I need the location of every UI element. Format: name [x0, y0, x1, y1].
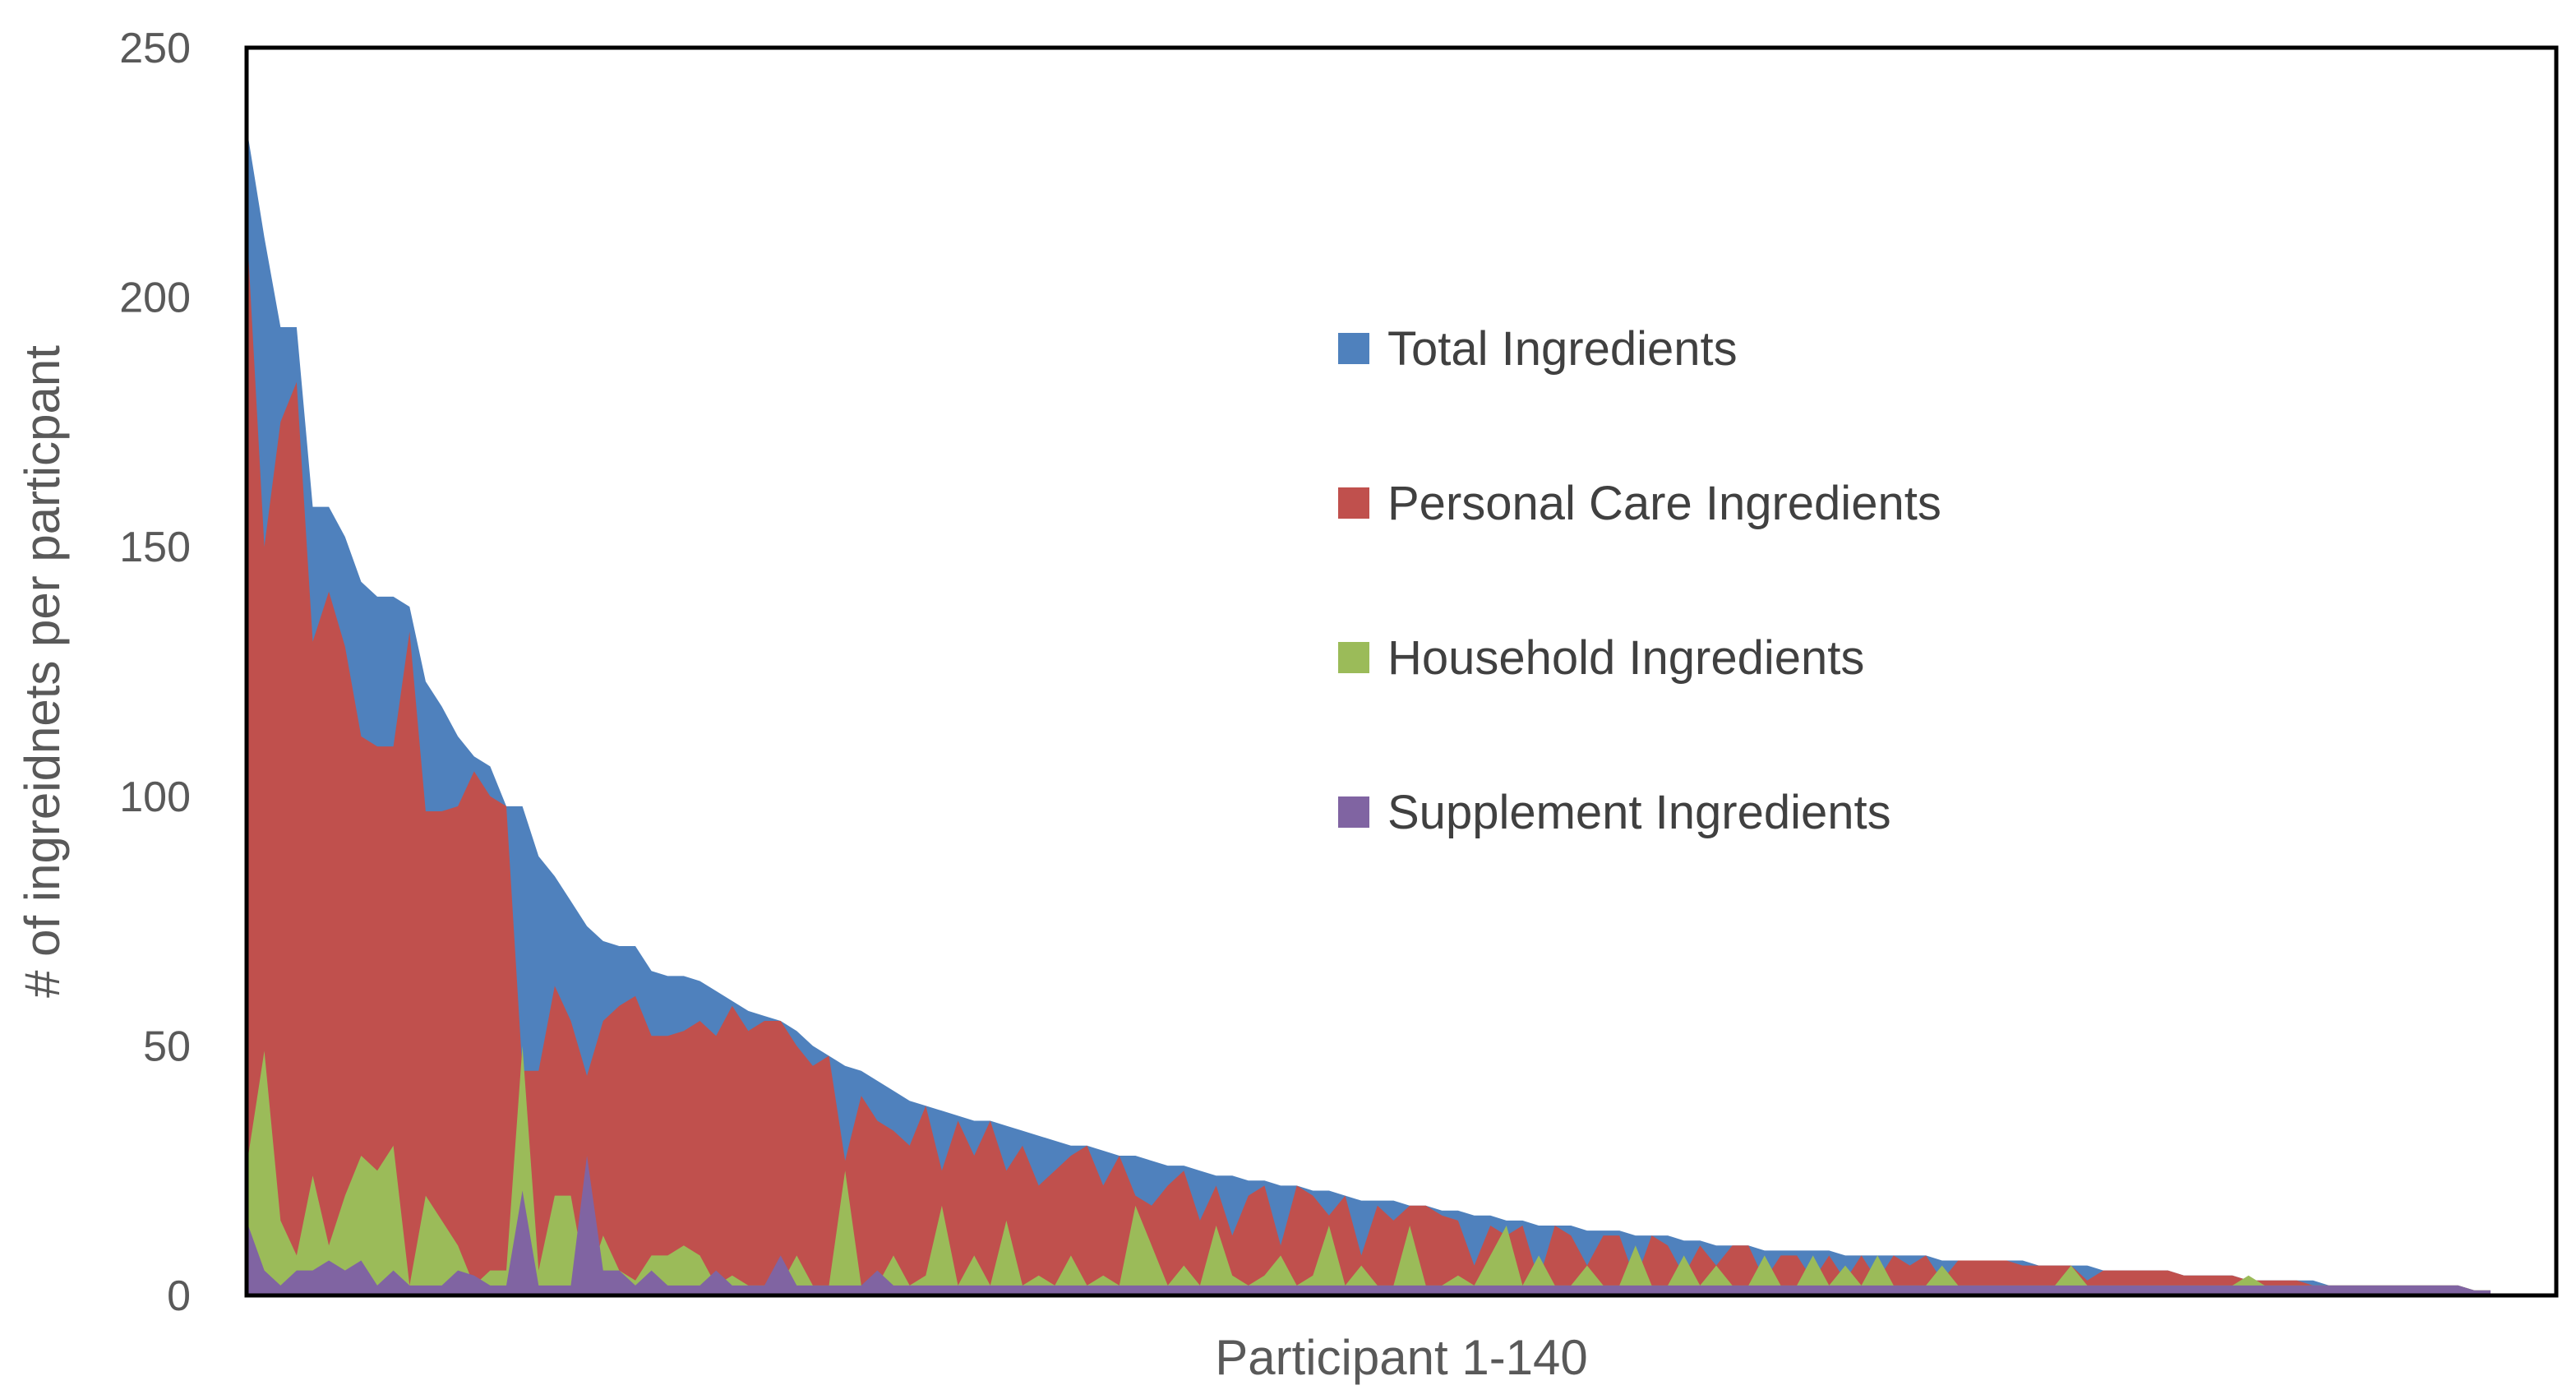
plot-area-frame — [244, 45, 2559, 1298]
y-tick-label-4: 200 — [119, 275, 191, 322]
legend-swatch-2 — [1338, 642, 1369, 673]
area-series-3 — [248, 1156, 2491, 1295]
legend-label-2: Household Ingredients — [1387, 631, 1864, 685]
legend-swatch-3 — [1338, 796, 1369, 828]
y-tick-label-2: 100 — [119, 773, 191, 821]
legend-label-1: Personal Care Ingredients — [1387, 477, 1941, 530]
y-tick-label-0: 0 — [167, 1272, 191, 1320]
legend-label-3: Supplement Ingredients — [1387, 786, 1891, 839]
y-axis-label: # of ingreidnets per particpant — [15, 345, 70, 998]
x-axis-label: Participant 1-140 — [1215, 1330, 1588, 1385]
legend: Total Ingredients Personal Care Ingredien… — [1338, 322, 1941, 839]
legend-swatch-0 — [1338, 333, 1369, 364]
legend-swatch-1 — [1338, 487, 1369, 519]
y-tick-label-3: 150 — [119, 524, 191, 571]
y-tick-label-5: 250 — [119, 25, 191, 72]
y-tick-label-1: 50 — [143, 1023, 191, 1070]
area-series-1 — [248, 252, 2491, 1295]
legend-label-0: Total Ingredients — [1387, 322, 1738, 376]
y-axis-ticks: 0 50 100 150 200 250 — [119, 25, 191, 1320]
series-areas — [248, 137, 2491, 1295]
